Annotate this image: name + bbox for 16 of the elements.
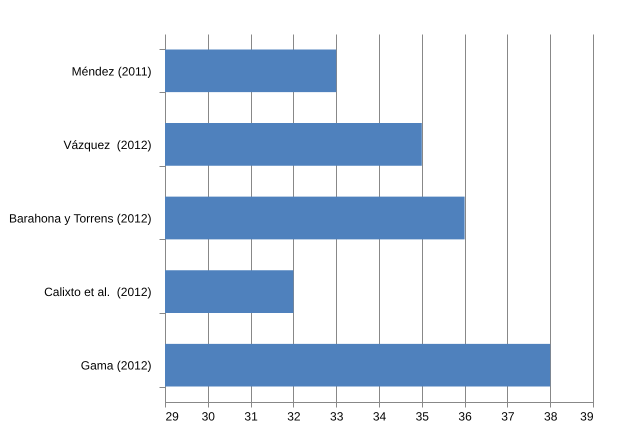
x-tick-label: 38 <box>544 410 558 424</box>
y-tick-label: Calixto et al. (2012) <box>44 285 152 300</box>
x-tick-label: 35 <box>416 410 430 424</box>
x-tick-label: 29 <box>166 410 180 424</box>
y-tick-label: Méndez (2011) <box>72 64 152 78</box>
y-tick-label: Vázquez (2012) <box>63 138 152 152</box>
x-tick-label: 39 <box>580 410 594 424</box>
x-tick-label: 36 <box>458 410 472 424</box>
x-tick-label: 32 <box>287 410 301 424</box>
x-tick-label: 33 <box>330 410 344 424</box>
x-tick-label: 31 <box>244 410 258 424</box>
x-tick-label: 30 <box>202 410 216 424</box>
x-tick-label: 34 <box>372 410 386 424</box>
x-tick-label: 37 <box>501 410 515 424</box>
y-tick-label: Gama (2012) <box>80 358 152 373</box>
y-tick-label: Barahona y Torrens (2012) <box>8 212 152 226</box>
